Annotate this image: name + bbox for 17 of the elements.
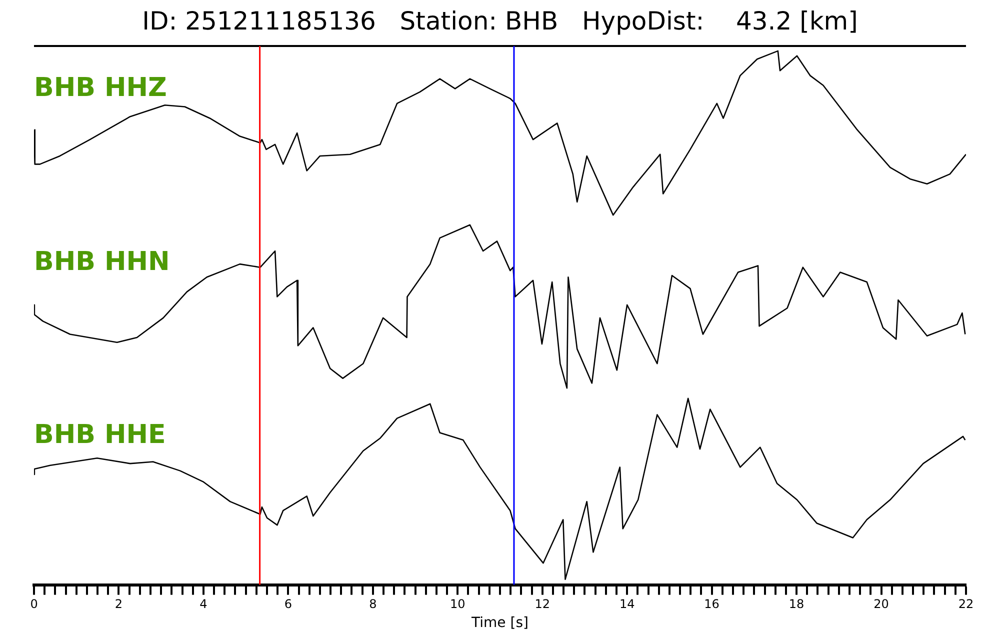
- x-tick-label: 14: [619, 597, 635, 612]
- x-tick-label: 20: [874, 597, 889, 612]
- x-tick-label: 16: [704, 597, 720, 612]
- x-tick-label: 2: [114, 597, 123, 612]
- series-label: BHB HHN: [34, 246, 170, 277]
- x-tick-label: 12: [534, 597, 550, 612]
- x-tick-label: 10: [450, 597, 466, 612]
- x-tick-label: 8: [369, 597, 377, 612]
- x-tick-label: 6: [284, 597, 292, 612]
- series-label: BHB HHE: [34, 420, 166, 450]
- x-tick-label: 0: [30, 597, 38, 612]
- x-tick-label: 18: [788, 597, 804, 612]
- chart-title: ID: 251211185136 Station: BHB HypoDist: 43.2 [km]: [142, 6, 858, 36]
- x-axis-title: Time [s]: [470, 615, 528, 632]
- series-label: BHB HHZ: [34, 72, 167, 103]
- x-tick-label: 4: [200, 597, 208, 612]
- x-tick-label: 22: [958, 597, 974, 612]
